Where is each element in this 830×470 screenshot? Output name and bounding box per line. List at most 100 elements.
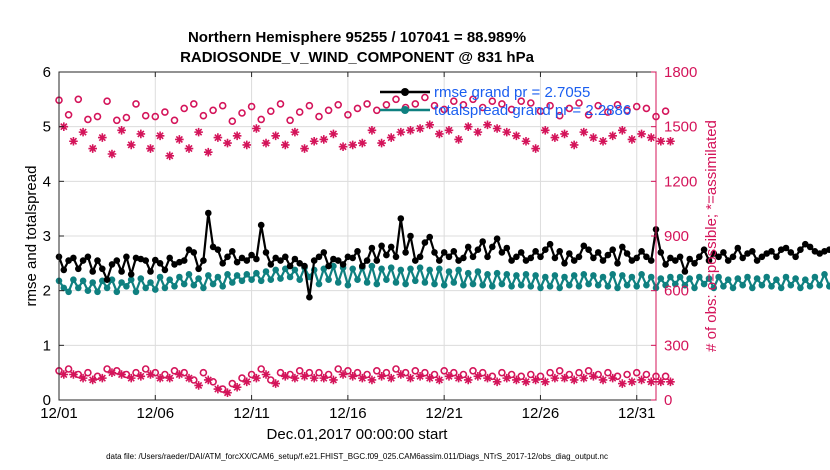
- obs-assimilated-marker: [598, 136, 608, 146]
- obs-assimilated-low-marker: [521, 377, 531, 387]
- obs-assimilated-low-marker: [223, 388, 232, 398]
- obs-assimilated-marker: [175, 135, 184, 144]
- obs-possible-marker: [315, 112, 323, 121]
- spread-point: [65, 288, 72, 296]
- obs-possible-marker: [324, 106, 333, 115]
- rmse-point: [407, 232, 414, 240]
- rmse-point: [551, 254, 559, 262]
- spread-point: [700, 280, 708, 288]
- rmse-point: [147, 268, 154, 275]
- spread-point: [257, 277, 265, 285]
- spread-point: [826, 283, 830, 290]
- obs-possible-low-marker: [469, 366, 477, 375]
- obs-assimilated-marker: [290, 127, 300, 137]
- obs-assimilated-marker: [483, 120, 492, 130]
- spread-point: [267, 276, 275, 284]
- spread-point: [508, 283, 515, 290]
- spread-point: [70, 276, 77, 284]
- spread-point: [277, 275, 284, 282]
- spread-point: [720, 283, 727, 290]
- obs-possible-low-marker: [507, 370, 516, 379]
- obs-possible-low-marker: [305, 368, 314, 377]
- spread-point: [142, 284, 149, 292]
- spread-point: [209, 280, 217, 288]
- rmse-point: [802, 240, 809, 248]
- obs-assimilated-low-marker: [59, 370, 69, 379]
- rmse-point: [532, 248, 539, 255]
- obs-assimilated-low-marker: [319, 373, 329, 383]
- obs-possible-low-marker: [661, 372, 670, 381]
- y-axis-label: rmse and totalspread: [23, 166, 40, 307]
- obs-assimilated-marker: [261, 138, 271, 148]
- obs-possible-low-marker: [411, 366, 420, 375]
- spread-point: [575, 283, 583, 290]
- rmse-point: [700, 246, 708, 253]
- rmse-point: [113, 257, 121, 264]
- spread-point: [368, 262, 376, 270]
- rmse-point: [75, 265, 82, 273]
- rmse-point: [378, 242, 385, 250]
- obs-assimilated-low-marker: [415, 372, 425, 381]
- obs-assimilated-marker: [88, 144, 98, 153]
- obs-possible-marker: [517, 97, 526, 105]
- rmse-point: [65, 257, 72, 264]
- rmse-point: [373, 257, 381, 264]
- obs-assimilated-low-marker: [377, 372, 386, 381]
- obs-possible-low-marker: [363, 370, 371, 379]
- rmse-point: [594, 249, 602, 256]
- obs-assimilated-low-marker: [280, 372, 290, 381]
- rmse-point: [349, 254, 357, 262]
- spread-point: [643, 281, 650, 289]
- obs-assimilated-low-marker: [463, 375, 473, 385]
- obs-possible-marker: [392, 95, 400, 104]
- x-tick-label: 12/16: [329, 405, 367, 422]
- obs-assimilated-marker: [444, 126, 454, 135]
- obs-assimilated-marker: [454, 135, 463, 144]
- spread-point: [667, 273, 674, 281]
- obs-possible-marker: [247, 102, 256, 111]
- rmse-point: [455, 257, 462, 264]
- y-right-tick-label: 0: [664, 392, 672, 409]
- rmse-point: [436, 257, 443, 264]
- obs-possible-low-marker: [382, 368, 391, 377]
- spread-point: [806, 283, 814, 290]
- obs-assimilated-low-marker: [242, 377, 252, 387]
- rmse-point: [493, 235, 501, 242]
- obs-assimilated-marker: [107, 149, 117, 159]
- rmse-point: [561, 260, 568, 267]
- spread-point: [623, 281, 631, 289]
- obs-possible-low-marker: [238, 374, 246, 382]
- obs-assimilated-low-marker: [444, 372, 454, 381]
- obs-possible-marker: [584, 111, 593, 119]
- obs-assimilated-low-marker: [579, 373, 589, 383]
- spread-point: [344, 281, 352, 289]
- obs-possible-low-marker: [141, 365, 150, 373]
- rmse-point: [797, 246, 804, 253]
- x-tick-label: 12/06: [137, 405, 175, 422]
- rmse-point: [739, 254, 746, 262]
- obs-assimilated-marker: [666, 136, 675, 146]
- rmse-point: [421, 239, 429, 246]
- rmse-point: [585, 246, 592, 253]
- obs-possible-marker: [84, 115, 92, 124]
- obs-assimilated-marker: [560, 129, 569, 139]
- rmse-point: [517, 249, 525, 256]
- spread-point: [272, 266, 280, 274]
- rmse-point: [339, 261, 347, 268]
- spread-point: [604, 283, 612, 290]
- spread-point: [195, 275, 202, 282]
- spread-point: [118, 279, 125, 286]
- rmse-point: [768, 248, 775, 255]
- rmse-point: [315, 253, 323, 261]
- obs-assimilated-low-marker: [502, 373, 512, 383]
- x-axis-label: Dec.01,2017 00:00:00 start: [267, 426, 449, 443]
- spread-point: [219, 283, 226, 290]
- spread-point: [768, 283, 775, 290]
- spread-point: [753, 275, 761, 282]
- obs-assimilated-low-marker: [136, 372, 146, 381]
- obs-possible-marker: [238, 109, 246, 117]
- rmse-point: [691, 260, 698, 267]
- obs-assimilated-marker: [627, 135, 637, 144]
- rmse-point: [546, 240, 554, 248]
- spread-point: [691, 284, 698, 292]
